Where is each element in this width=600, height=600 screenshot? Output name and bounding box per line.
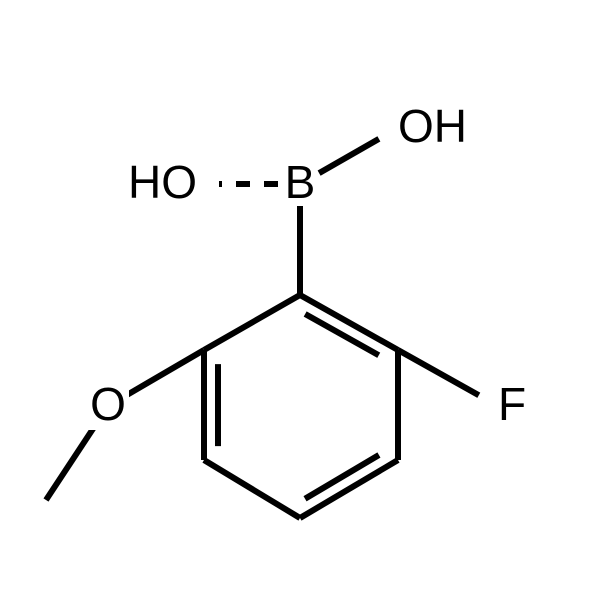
bond <box>204 460 300 518</box>
bond <box>204 295 300 350</box>
bond <box>46 424 96 500</box>
atom-label-O: O <box>90 378 126 430</box>
bond <box>319 139 379 173</box>
molecule-svg: B OH HO F O <box>0 0 600 600</box>
atom-label-OH2: HO <box>128 156 197 208</box>
atom-label-F: F <box>498 378 526 430</box>
bond <box>398 350 479 395</box>
bond <box>300 460 398 518</box>
bond <box>127 350 204 395</box>
atom-label-B: B <box>285 156 316 208</box>
atom-label-OH1: OH <box>398 100 467 152</box>
